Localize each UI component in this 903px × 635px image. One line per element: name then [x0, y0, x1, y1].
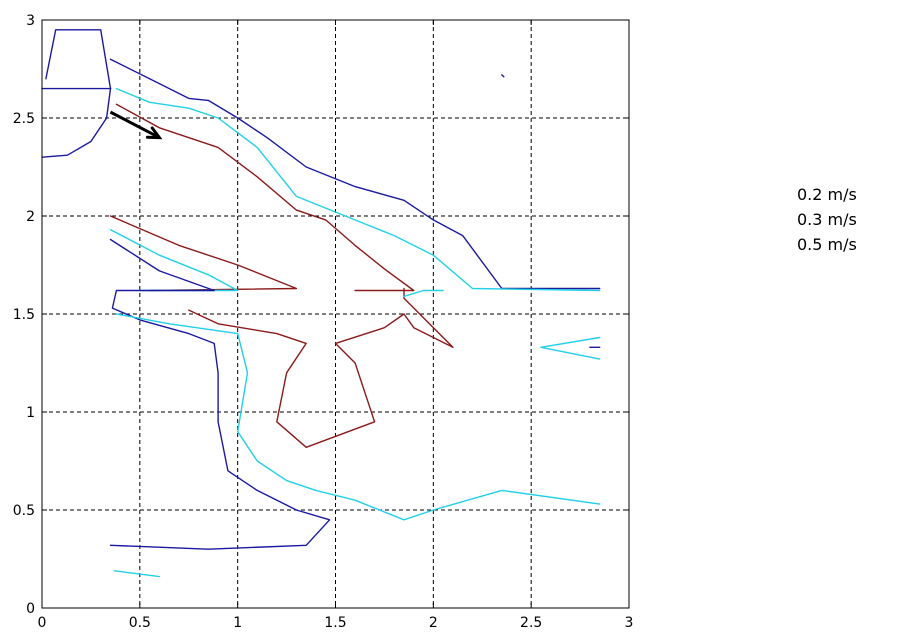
y-tick-label: 1.5 [13, 307, 35, 323]
legend-item-0.5: 0.5 m/s [797, 235, 857, 254]
y-tick-label: 2.5 [13, 111, 35, 127]
contour-line-dark-blue-16 [501, 74, 505, 78]
flow-arrow-shaft [109, 110, 161, 139]
contour-line-dark-blue-15 [41, 87, 112, 158]
contour-line-cyan-1 [115, 87, 601, 292]
contour-line-cyan-9 [540, 336, 601, 348]
y-tick-label: 1 [26, 405, 35, 421]
x-tick-labels: 0 0.5 1 1.5 2 2.5 3 [38, 615, 634, 631]
legend-item-0.2: 0.2 m/s [797, 185, 857, 204]
legend: 0.2 m/s 0.3 m/s 0.5 m/s [797, 182, 857, 257]
contour-line-dark-red-7 [188, 287, 454, 448]
series-layer [41, 29, 601, 578]
arrow-layer [109, 110, 163, 140]
contour-line-cyan-6 [115, 313, 601, 521]
x-tick-label: 3 [625, 615, 634, 631]
y-tick-labels: 0 0.5 1 1.5 2 2.5 3 [13, 13, 35, 617]
contour-line-dark-blue-0 [109, 58, 601, 290]
ticks [41, 19, 630, 609]
contour-line-cyan-12 [113, 570, 161, 578]
contour-line-cyan-10 [540, 346, 601, 360]
y-tick-label: 0.5 [13, 503, 35, 519]
contour-line-dark-blue-5 [109, 238, 331, 550]
contour-line-dark-red-2 [115, 103, 415, 292]
x-tick-label: 2.5 [520, 615, 542, 631]
y-tick-label: 3 [26, 13, 35, 29]
x-tick-label: 1 [233, 615, 242, 631]
legend-item-0.3: 0.3 m/s [797, 210, 857, 229]
x-tick-label: 1.5 [324, 615, 346, 631]
contour-line-dark-blue-14 [45, 29, 112, 90]
contour-line-cyan-8 [403, 289, 444, 298]
x-tick-label: 0 [38, 615, 47, 631]
x-tick-label: 0.5 [129, 615, 151, 631]
contour-line-dark-red-3 [109, 215, 298, 292]
y-tick-label: 2 [26, 209, 35, 225]
y-tick-label: 0 [26, 601, 35, 617]
x-tick-label: 2 [429, 615, 438, 631]
flow-arrow-head [145, 126, 163, 140]
